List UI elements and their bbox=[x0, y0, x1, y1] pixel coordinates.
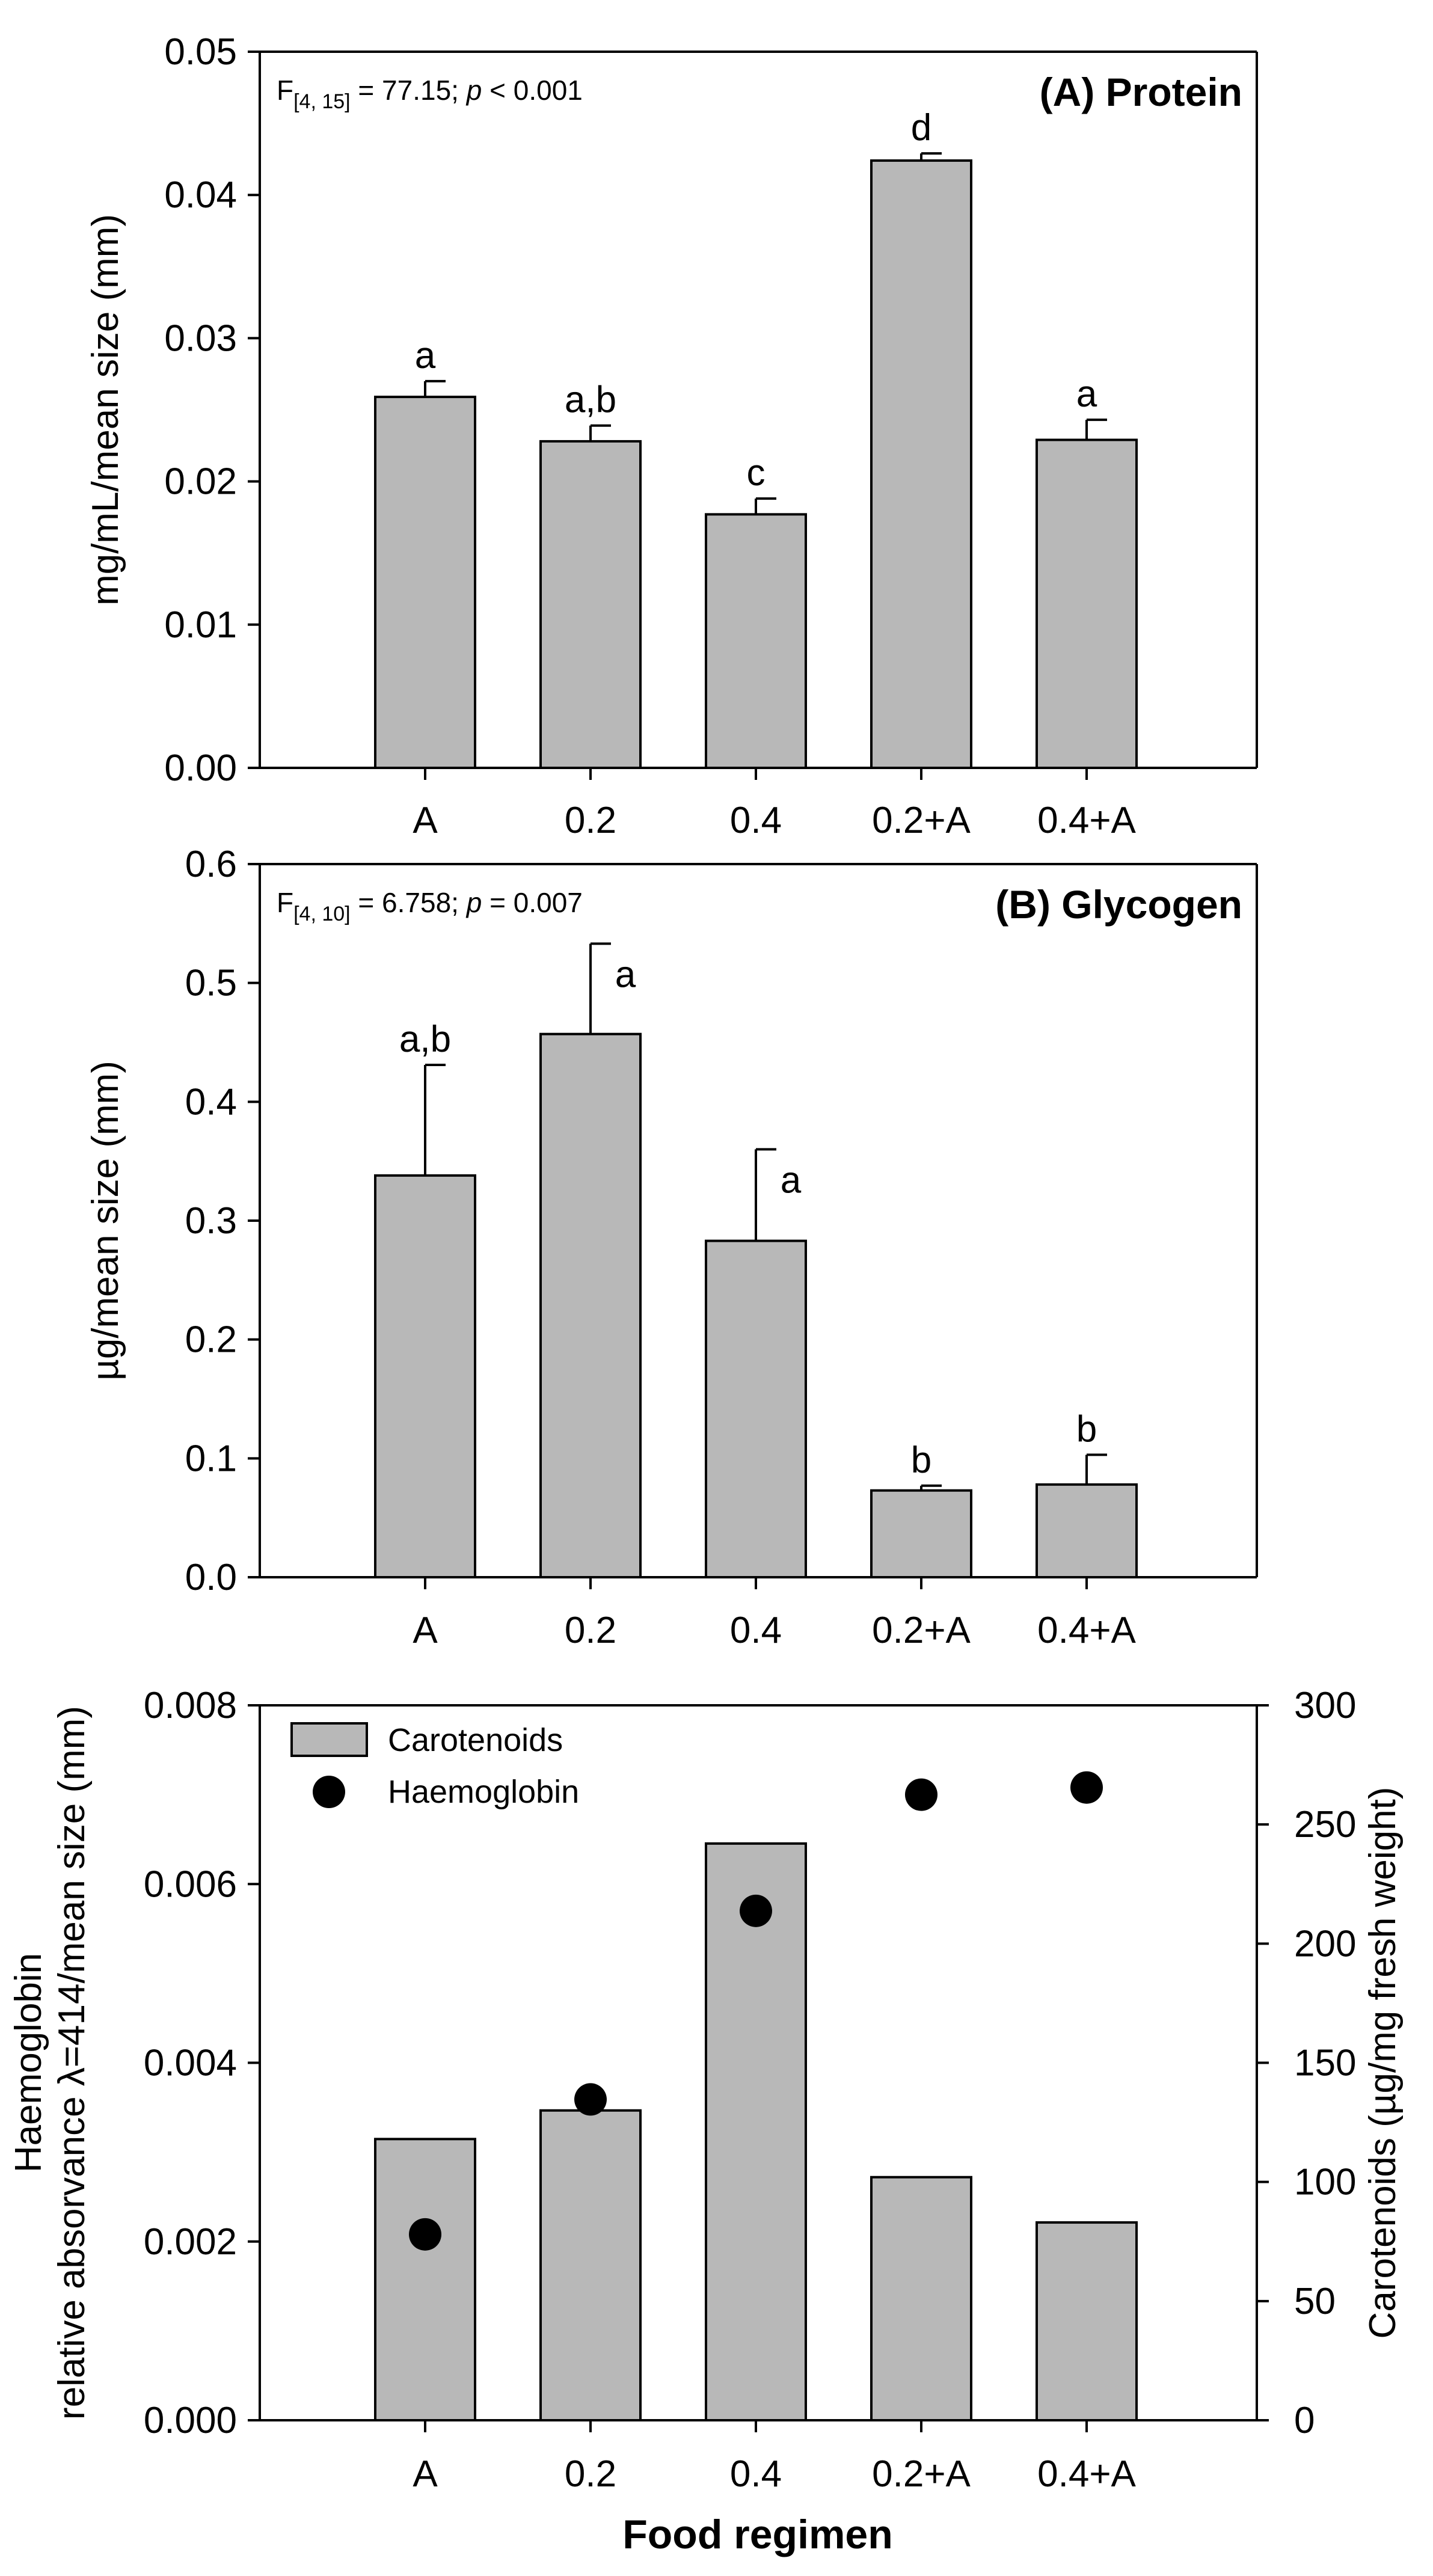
f-statistic-value: = 77.15; bbox=[351, 75, 467, 106]
y-axis-title-line2: relative absorvance λ=414/mean size (mm) bbox=[51, 1706, 93, 2420]
x-tick-label: 0.2+A bbox=[872, 800, 971, 841]
bar bbox=[705, 513, 807, 769]
y-tick-label: 0.5 bbox=[185, 963, 237, 1004]
f-statistic: F[4, 15] = 77.15; p < 0.001 bbox=[277, 75, 583, 113]
y-tick-label: 0.000 bbox=[144, 2400, 237, 2441]
x-tick-label: 0.4+A bbox=[1037, 800, 1136, 841]
significance-letter: a,b bbox=[565, 379, 616, 421]
x-axis-title: Food regimen bbox=[622, 2512, 893, 2557]
x-tick-label: 0.2 bbox=[565, 2453, 616, 2495]
y-tick-label: 0.6 bbox=[185, 844, 237, 885]
y-right-tick-label: 150 bbox=[1294, 2043, 1356, 2084]
carotenoids-bar bbox=[870, 2176, 972, 2421]
y-right-tick-label: 300 bbox=[1294, 1685, 1356, 1726]
significance-letter: b bbox=[911, 1440, 931, 1481]
significance-letter: b bbox=[1076, 1408, 1097, 1450]
x-tick-label: A bbox=[413, 1610, 438, 1651]
y-tick-label: 0.00 bbox=[164, 747, 237, 789]
x-tick-label: 0.2 bbox=[565, 800, 616, 841]
y-right-tick-label: 250 bbox=[1294, 1804, 1356, 1845]
significance-letter: d bbox=[911, 107, 931, 149]
panel-title: (A) Protein bbox=[1040, 70, 1242, 114]
f-statistic-p-value: = 0.007 bbox=[482, 887, 583, 918]
x-tick-label: 0.2 bbox=[565, 1610, 616, 1651]
significance-letter: a,b bbox=[399, 1019, 451, 1060]
haemoglobin-point bbox=[409, 2218, 441, 2251]
x-tick-label: A bbox=[413, 2453, 438, 2495]
bar bbox=[705, 1239, 807, 1578]
bar bbox=[1036, 438, 1138, 769]
f-statistic-prefix: F bbox=[277, 75, 293, 106]
y-right-tick-label: 0 bbox=[1294, 2400, 1315, 2441]
y-tick-label: 0.1 bbox=[185, 1438, 237, 1479]
y-tick-label: 0.01 bbox=[164, 604, 237, 646]
x-tick-label: 0.4 bbox=[730, 2453, 782, 2495]
bar bbox=[870, 159, 972, 770]
f-statistic-prefix: F bbox=[277, 887, 293, 918]
y-tick-label: 0.03 bbox=[164, 317, 237, 359]
legend-carotenoids-swatch bbox=[290, 1722, 368, 1757]
bar bbox=[1036, 1483, 1138, 1579]
y-tick-label: 0.4 bbox=[185, 1081, 237, 1123]
y-axis-title: µg/mean size (mm) bbox=[85, 1061, 126, 1381]
bar bbox=[539, 440, 642, 769]
legend-haemoglobin-marker bbox=[313, 1776, 345, 1808]
haemoglobin-point bbox=[905, 1778, 937, 1811]
haemoglobin-carotenoids-panel: 0.000 0.002 0.004 0.006 0.008 0 50 100 150 200 250… bbox=[8, 1685, 1404, 2495]
carotenoids-bar bbox=[374, 2138, 476, 2421]
y-tick-label: 0.004 bbox=[144, 2043, 237, 2084]
y-tick-label: 0.006 bbox=[144, 1863, 237, 1905]
f-statistic-df: [4, 10] bbox=[293, 903, 351, 925]
carotenoids-bar bbox=[539, 2109, 642, 2421]
y-tick-label: 0.02 bbox=[164, 461, 237, 503]
f-statistic-p: p bbox=[465, 75, 482, 106]
significance-letter: a bbox=[615, 954, 636, 995]
f-statistic-df: [4, 15] bbox=[293, 90, 351, 113]
protein-panel: a a,b c d a 0.00 0.01 0.02 0.03 0.04 0.05 A 0.2 0.4 0.… bbox=[85, 31, 1258, 841]
bar bbox=[374, 1174, 476, 1579]
x-tick-label: 0.4+A bbox=[1037, 2453, 1136, 2495]
y-right-tick-label: 50 bbox=[1294, 2281, 1336, 2322]
y-tick-label: 0.0 bbox=[185, 1557, 237, 1598]
y-tick-label: 0.2 bbox=[185, 1319, 237, 1361]
x-tick-label: 0.4 bbox=[730, 800, 782, 841]
carotenoids-bar bbox=[1036, 2221, 1138, 2421]
haemoglobin-point bbox=[574, 2083, 607, 2116]
y-axis-title: mg/mL/mean size (mm) bbox=[85, 214, 126, 606]
f-statistic-p-value: < 0.001 bbox=[482, 75, 583, 106]
haemoglobin-point bbox=[740, 1894, 772, 1927]
bar bbox=[539, 1032, 642, 1578]
y-right-tick-label: 200 bbox=[1294, 1923, 1356, 1964]
bar bbox=[870, 1489, 972, 1579]
f-statistic-value: = 6.758; bbox=[351, 887, 467, 918]
y-axis-title-line1: Haemoglobin bbox=[8, 1953, 49, 2173]
f-statistic-p: p bbox=[465, 887, 482, 918]
y-tick-label: 0.002 bbox=[144, 2221, 237, 2263]
y-right-axis-title: Carotenoids (µg/mg fresh weight) bbox=[1362, 1787, 1404, 2339]
x-tick-label: 0.4+A bbox=[1037, 1610, 1136, 1651]
legend-haemoglobin-label: Haemoglobin bbox=[388, 1774, 579, 1810]
y-tick-label: 0.3 bbox=[185, 1200, 237, 1242]
y-tick-label: 0.008 bbox=[144, 1685, 237, 1726]
significance-letter: a bbox=[1076, 373, 1097, 415]
y-tick-label: 0.05 bbox=[164, 31, 237, 73]
legend-carotenoids-label: Carotenoids bbox=[388, 1722, 563, 1758]
significance-letter: c bbox=[747, 452, 766, 494]
carotenoids-bar bbox=[705, 1842, 807, 2421]
f-statistic: F[4, 10] = 6.758; p = 0.007 bbox=[277, 887, 583, 925]
x-tick-label: A bbox=[413, 800, 438, 841]
bar bbox=[374, 396, 476, 769]
panel-title: (B) Glycogen bbox=[995, 882, 1242, 927]
y-tick-label: 0.04 bbox=[164, 174, 237, 216]
significance-letter: a bbox=[781, 1159, 802, 1201]
x-tick-label: 0.2+A bbox=[872, 1610, 971, 1651]
glycogen-panel: a,b a a b b 0.0 0.1 0.2 0.3 0.4 0.5 0.6 A 0.2 0.4 0.2+A… bbox=[85, 844, 1258, 1651]
x-tick-label: 0.4 bbox=[730, 1610, 782, 1651]
x-tick-label: 0.2+A bbox=[872, 2453, 971, 2495]
significance-letter: a bbox=[415, 335, 436, 376]
haemoglobin-point bbox=[1070, 1771, 1103, 1804]
y-right-tick-label: 100 bbox=[1294, 2162, 1356, 2203]
